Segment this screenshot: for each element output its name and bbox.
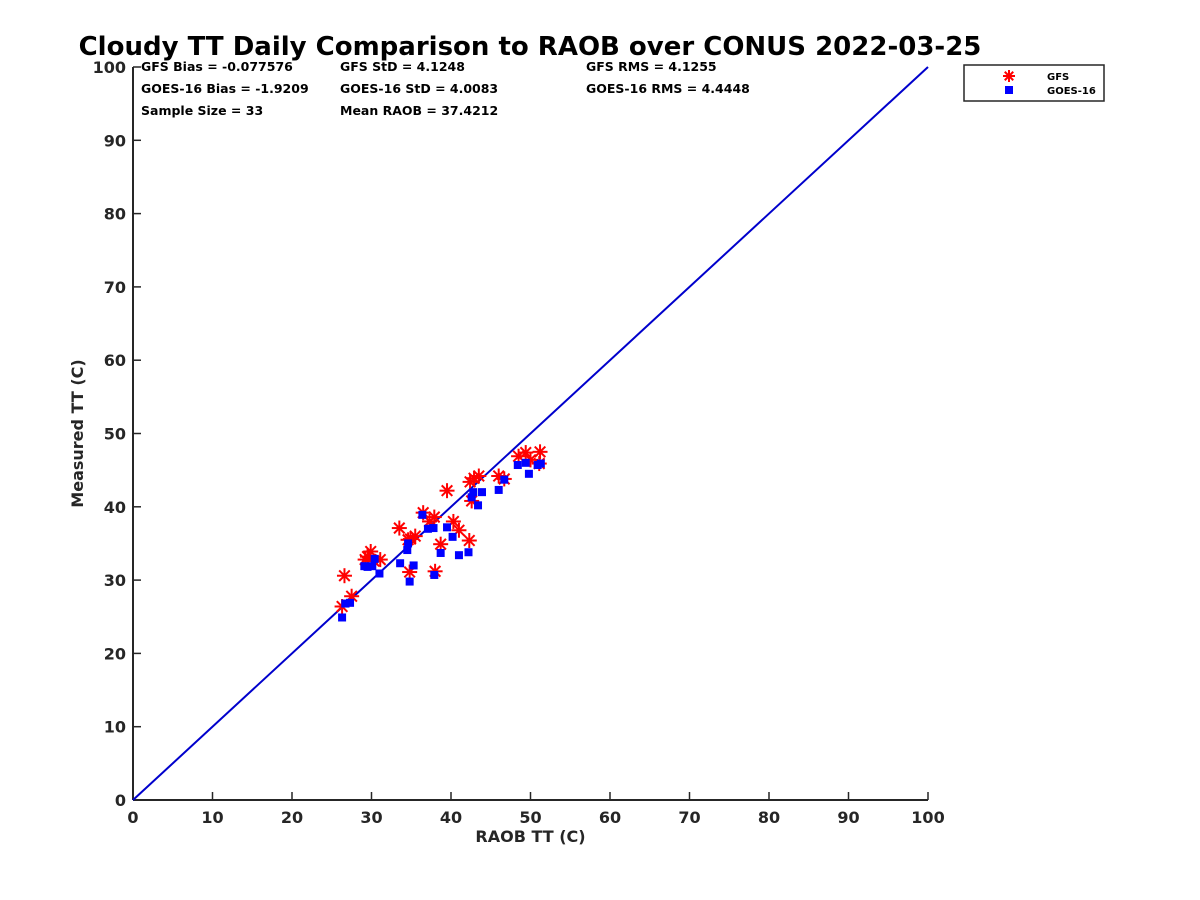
chart-title: Cloudy TT Daily Comparison to RAOB over … xyxy=(79,32,982,62)
goes16-point xyxy=(464,548,473,557)
y-tick-label: 70 xyxy=(104,278,126,297)
legend-marker-goes16 xyxy=(1005,86,1013,94)
goes16-point xyxy=(513,461,522,470)
legend-label: GOES-16 xyxy=(1047,86,1096,97)
stat-text: GOES-16 RMS = 4.4448 xyxy=(586,81,750,96)
asterisk-stroke xyxy=(393,522,406,535)
gfs-point xyxy=(451,522,467,538)
goes16-point xyxy=(404,539,413,548)
asterisk-stroke xyxy=(463,534,476,547)
stat-text: Sample Size = 33 xyxy=(141,103,263,118)
goes16-point xyxy=(429,524,438,533)
stat-text: Mean RAOB = 37.4212 xyxy=(340,103,498,118)
goes16-point xyxy=(524,469,533,478)
y-tick-label: 0 xyxy=(115,791,126,810)
goes16-point xyxy=(423,524,432,533)
gfs-point xyxy=(532,444,548,460)
asterisk-stroke xyxy=(338,569,351,582)
goes16-point xyxy=(454,551,463,560)
goes16-point xyxy=(536,459,545,468)
gfs-point xyxy=(336,568,352,584)
y-tick-label: 100 xyxy=(93,58,126,77)
y-tick-label: 20 xyxy=(104,644,126,663)
goes16-point xyxy=(363,562,372,571)
goes16-point xyxy=(418,510,427,519)
x-tick-label: 40 xyxy=(440,808,462,827)
goes16-point xyxy=(396,559,405,568)
legend-box xyxy=(963,64,1105,102)
gfs-point xyxy=(407,528,423,544)
asterisk-stroke xyxy=(434,538,447,551)
y-tick-label: 50 xyxy=(104,425,126,444)
x-tick-label: 10 xyxy=(201,808,223,827)
x-tick-label: 100 xyxy=(911,808,944,827)
x-tick-label: 30 xyxy=(360,808,382,827)
asterisk-stroke xyxy=(534,445,547,458)
goes16-point xyxy=(405,577,414,586)
legend-marker-gfs xyxy=(1003,70,1015,82)
one-to-one-line xyxy=(132,66,929,801)
goes16-point xyxy=(500,475,509,484)
goes16-point xyxy=(370,554,379,563)
y-tick-label: 80 xyxy=(104,205,126,224)
y-tick-label: 60 xyxy=(104,351,126,370)
goes16-point xyxy=(448,532,457,541)
x-tick-label: 0 xyxy=(127,808,138,827)
goes16-point xyxy=(521,458,530,467)
asterisk-stroke xyxy=(428,511,441,524)
legend-label: GFS xyxy=(1047,72,1069,83)
goes16-point xyxy=(346,598,355,607)
y-tick-label: 30 xyxy=(104,571,126,590)
asterisk-stroke xyxy=(472,470,485,483)
x-tick-label: 90 xyxy=(837,808,859,827)
goes16-point xyxy=(467,493,476,502)
asterisk-stroke xyxy=(364,545,377,558)
x-tick-label: 50 xyxy=(519,808,541,827)
goes16-point xyxy=(474,501,483,510)
goes16-point xyxy=(368,562,377,571)
gfs-point xyxy=(471,468,487,484)
stat-text: GOES-16 Bias = -1.9209 xyxy=(141,81,309,96)
stat-text: GFS StD = 4.1248 xyxy=(340,59,465,74)
goes16-point xyxy=(338,613,347,622)
goes16-point xyxy=(469,488,478,497)
goes16-point xyxy=(494,485,503,494)
y-tick-label: 90 xyxy=(104,131,126,150)
goes16-point xyxy=(430,570,439,579)
y-tick-label: 10 xyxy=(104,718,126,737)
gfs-point xyxy=(426,509,442,525)
y-axis-label: Measured TT (C) xyxy=(68,359,87,507)
series-goes-16 xyxy=(338,458,545,622)
stat-text: GOES-16 StD = 4.0083 xyxy=(340,81,498,96)
series-gfs xyxy=(334,444,548,614)
x-tick-label: 70 xyxy=(678,808,700,827)
asterisk-stroke xyxy=(441,484,454,497)
stat-text: GFS RMS = 4.1255 xyxy=(586,59,717,74)
goes16-point xyxy=(375,569,384,578)
goes16-point xyxy=(436,548,445,557)
gfs-point xyxy=(391,520,407,536)
x-tick-label: 80 xyxy=(758,808,780,827)
asterisk-stroke xyxy=(374,553,387,566)
x-axis-label: RAOB TT (C) xyxy=(475,827,585,846)
x-tick-label: 20 xyxy=(281,808,303,827)
gfs-point xyxy=(461,533,477,549)
gfs-point xyxy=(439,483,455,499)
goes16-point xyxy=(409,561,418,570)
goes16-point xyxy=(478,488,487,497)
asterisk-stroke xyxy=(492,470,505,483)
asterisk-stroke xyxy=(1004,71,1014,81)
goes16-point xyxy=(443,523,452,532)
legend: GFS GOES-16 xyxy=(963,64,1105,102)
goes16-point xyxy=(403,546,412,555)
asterisk-stroke xyxy=(519,446,532,459)
goes16-point xyxy=(341,599,350,608)
y-tick-label: 40 xyxy=(104,498,126,517)
stat-text: GFS Bias = -0.077576 xyxy=(141,59,293,74)
x-tick-label: 60 xyxy=(599,808,621,827)
